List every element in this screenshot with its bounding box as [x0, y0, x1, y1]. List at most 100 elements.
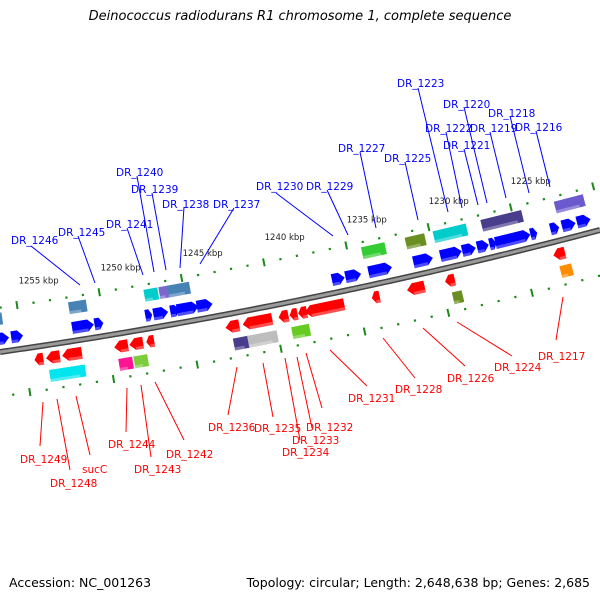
- forward-gene-arrow[interactable]: [367, 261, 393, 279]
- gene-shade: [135, 345, 145, 350]
- forward-gene-arrow[interactable]: [438, 245, 463, 263]
- gene-feature-box[interactable]: [167, 281, 192, 298]
- gene-feature-box[interactable]: [451, 290, 465, 305]
- gene-feature-box[interactable]: [360, 242, 387, 260]
- forward-gene-arrow[interactable]: [344, 268, 362, 284]
- gene-label[interactable]: DR_1220: [443, 99, 490, 111]
- gene-feature-box[interactable]: [432, 223, 469, 243]
- reverse-gene-arrow[interactable]: [552, 246, 567, 262]
- gene-label[interactable]: DR_1231: [348, 393, 395, 405]
- gene-feature-box[interactable]: [232, 335, 251, 351]
- gene-label[interactable]: DR_1239: [131, 184, 178, 196]
- gene-label[interactable]: DR_1219: [470, 123, 517, 135]
- gene-label[interactable]: DR_1222: [425, 123, 472, 135]
- reverse-gene-arrow[interactable]: [34, 352, 45, 366]
- gene-label[interactable]: DR_1246: [11, 235, 59, 247]
- forward-gene-arrow[interactable]: [93, 317, 104, 331]
- forward-gene-arrow[interactable]: [330, 272, 346, 287]
- gene-feature-box[interactable]: [553, 194, 586, 214]
- reverse-gene-arrow[interactable]: [61, 346, 83, 362]
- gene-label[interactable]: DR_1235: [254, 423, 301, 435]
- gene-feature-box[interactable]: [480, 210, 524, 232]
- gene-shade: [68, 355, 83, 361]
- gene-label[interactable]: DR_1216: [515, 122, 563, 134]
- gene-shade: [292, 333, 306, 340]
- gene-label[interactable]: DR_1245: [58, 227, 105, 239]
- forward-gene-arrow[interactable]: [152, 306, 169, 321]
- gene-label[interactable]: DR_1241: [106, 219, 153, 231]
- gene-label[interactable]: DR_1243: [134, 464, 181, 476]
- gene-leader-line: [140, 384, 152, 458]
- gene-shape: [46, 350, 61, 364]
- forward-gene-arrow[interactable]: [528, 227, 539, 241]
- gene-label[interactable]: DR_1223: [397, 78, 444, 90]
- forward-gene-arrow[interactable]: [548, 221, 561, 236]
- gene-label[interactable]: DR_1237: [213, 199, 260, 211]
- gene-label[interactable]: DR_1238: [162, 199, 209, 211]
- gene-label[interactable]: DR_1240: [116, 167, 163, 179]
- forward-gene-arrow[interactable]: [475, 239, 490, 254]
- gene-label[interactable]: DR_1242: [166, 449, 213, 461]
- gene-label[interactable]: DR_1248: [50, 478, 97, 490]
- gene-label[interactable]: sucC: [82, 464, 107, 476]
- forward-gene-arrow[interactable]: [144, 309, 153, 322]
- forward-gene-arrow[interactable]: [412, 252, 434, 269]
- gene-label[interactable]: DR_1234: [282, 447, 330, 459]
- gene-label[interactable]: DR_1225: [384, 153, 431, 165]
- gene-label[interactable]: DR_1229: [306, 181, 353, 193]
- gene-label[interactable]: DR_1226: [447, 373, 495, 385]
- reverse-gene-arrow[interactable]: [444, 273, 457, 288]
- reverse-gene-arrow[interactable]: [224, 319, 241, 333]
- gene-feature-box[interactable]: [291, 323, 312, 340]
- reverse-gene-arrow[interactable]: [406, 280, 426, 297]
- reverse-gene-arrow[interactable]: [242, 312, 274, 331]
- forward-gene-arrow[interactable]: [493, 229, 532, 249]
- forward-gene-arrow[interactable]: [175, 301, 200, 317]
- gene-feature-box[interactable]: [158, 285, 171, 300]
- reverse-gene-arrow[interactable]: [288, 307, 299, 321]
- gene-label[interactable]: DR_1228: [395, 384, 442, 396]
- gene-label[interactable]: DR_1230: [256, 181, 303, 193]
- gene-feature-box[interactable]: [118, 356, 135, 371]
- gene-feature-box[interactable]: [0, 312, 4, 327]
- gene-label[interactable]: DR_1244: [108, 439, 156, 451]
- gene-label[interactable]: DR_1233: [292, 435, 339, 447]
- minor-tick: [163, 279, 167, 283]
- gene-feature-box[interactable]: [404, 233, 427, 250]
- reverse-gene-arrow[interactable]: [113, 339, 130, 353]
- reverse-gene-arrow[interactable]: [304, 298, 346, 318]
- reverse-gene-arrow[interactable]: [371, 290, 381, 304]
- forward-gene-arrow[interactable]: [71, 319, 95, 334]
- gene-label[interactable]: DR_1218: [488, 108, 535, 120]
- gene-label[interactable]: DR_1221: [443, 140, 490, 152]
- reverse-gene-arrow[interactable]: [145, 334, 156, 348]
- reverse-gene-arrow[interactable]: [297, 305, 309, 320]
- gene-feature-box[interactable]: [559, 263, 574, 278]
- forward-gene-arrow[interactable]: [10, 330, 24, 344]
- forward-gene-arrow[interactable]: [0, 332, 10, 346]
- gene-feature-box[interactable]: [67, 299, 88, 315]
- gene-feature-box[interactable]: [49, 364, 87, 382]
- reverse-gene-arrow[interactable]: [128, 336, 145, 351]
- reverse-gene-arrow[interactable]: [45, 350, 61, 364]
- gene-feature-box[interactable]: [133, 354, 150, 369]
- gene-label[interactable]: DR_1236: [208, 422, 256, 434]
- gene-shade: [168, 291, 186, 298]
- gene-shade: [346, 278, 357, 284]
- gene-label[interactable]: DR_1227: [338, 143, 385, 155]
- gene-label[interactable]: DR_1249: [20, 454, 67, 466]
- reverse-gene-arrow[interactable]: [277, 309, 290, 324]
- major-tick: [362, 327, 367, 336]
- gene-label[interactable]: DR_1217: [538, 351, 585, 363]
- gene-label[interactable]: DR_1224: [494, 362, 542, 374]
- gene-label[interactable]: DR_1232: [306, 422, 353, 434]
- forward-gene-arrow[interactable]: [460, 242, 477, 257]
- gene-feature-box[interactable]: [247, 330, 279, 348]
- forward-gene-arrow[interactable]: [488, 237, 498, 251]
- forward-gene-arrow[interactable]: [575, 213, 592, 229]
- gene-leader-line: [151, 192, 167, 271]
- forward-gene-arrow[interactable]: [195, 298, 214, 313]
- gene-feature-box[interactable]: [143, 287, 160, 302]
- forward-gene-arrow[interactable]: [560, 217, 577, 233]
- gene-shade: [153, 315, 164, 321]
